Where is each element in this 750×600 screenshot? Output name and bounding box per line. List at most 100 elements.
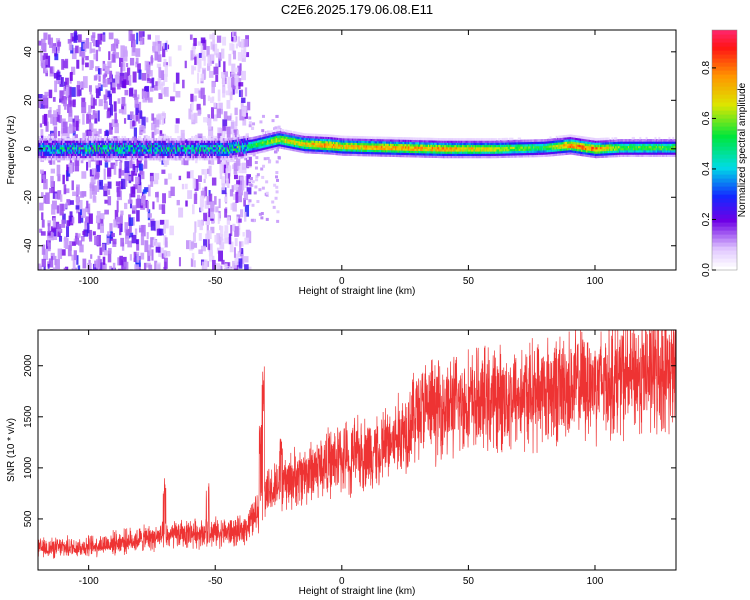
noise-cell <box>107 231 110 237</box>
ridge-cell <box>408 146 411 149</box>
ridge-cell <box>194 149 197 152</box>
ridge-cell <box>386 138 389 142</box>
ridge-cell <box>382 141 385 144</box>
ridge-cell <box>292 133 295 136</box>
ridge-cell <box>224 151 227 154</box>
noise-cell <box>106 238 110 245</box>
ridge-cell <box>483 153 486 157</box>
ridge-cell <box>463 140 466 143</box>
ridge-cell <box>397 150 400 153</box>
ridge-cell <box>450 142 453 146</box>
ridge-cell <box>422 152 425 156</box>
ridge-cell <box>362 142 365 146</box>
ridge-cell <box>357 146 359 150</box>
noise-cell <box>115 71 120 80</box>
ridge-cell <box>357 149 359 152</box>
ridge-cell <box>472 138 475 141</box>
ridge-cell <box>363 140 366 144</box>
noise-cell <box>54 193 58 200</box>
ridge-cell <box>202 138 205 141</box>
ridge-cell <box>140 155 143 159</box>
ridge-cell <box>156 151 159 154</box>
noise-cell <box>155 192 159 198</box>
ridge-cell <box>419 150 422 154</box>
ridge-cell <box>522 154 525 158</box>
ridge-cell <box>473 138 476 141</box>
noise-cell <box>238 82 244 87</box>
ridge-cell <box>298 147 301 151</box>
noise-cell <box>103 101 108 110</box>
ridge-cell <box>264 136 267 139</box>
ridge-cell <box>250 139 253 142</box>
ridge-cell <box>241 155 244 159</box>
ridge-cell <box>51 157 54 161</box>
ridge-cell <box>243 144 246 148</box>
noise-cell <box>221 176 226 186</box>
ridge-cell <box>234 148 237 151</box>
ridge-cell <box>406 145 409 149</box>
ridge-cell <box>413 154 416 158</box>
ridge-cell <box>360 140 363 144</box>
noise-cell <box>235 43 238 49</box>
ridge-cell <box>62 144 65 148</box>
noise-cell <box>118 168 122 179</box>
ridge-cell <box>438 148 441 152</box>
ridge-cell <box>303 144 306 147</box>
ridge-cell <box>278 132 281 136</box>
ridge-cell <box>134 138 137 141</box>
ridge-cell <box>94 149 97 152</box>
ridge-cell <box>297 134 300 137</box>
ridge-cell <box>203 138 206 141</box>
ridge-cell <box>459 144 462 148</box>
ridge-cell <box>38 135 40 139</box>
ridge-cell <box>431 142 434 145</box>
noise-cell <box>232 31 235 38</box>
ridge-cell <box>479 146 482 150</box>
noise-cell <box>62 174 65 185</box>
ridge-cell <box>229 153 232 156</box>
ridge-cell <box>440 144 443 148</box>
ridge-cell <box>412 139 415 143</box>
ridge-cell <box>413 141 416 145</box>
ridge-cell <box>106 153 109 157</box>
noise-cell <box>98 218 102 225</box>
ridge-cell <box>351 146 354 150</box>
ridge-cell <box>226 151 229 154</box>
ridge-cell <box>229 155 232 159</box>
ridge-cell <box>359 136 362 139</box>
ridge-cell <box>216 140 219 143</box>
ridge-cell <box>381 141 384 144</box>
ridge-cell <box>256 148 259 152</box>
ridge-cell <box>224 149 227 152</box>
ridge-cell <box>377 149 380 153</box>
ridge-cell <box>484 140 487 143</box>
noise-cell <box>146 117 149 123</box>
noise-cell <box>242 162 247 170</box>
sparse-cell <box>275 148 279 152</box>
ridge-cell <box>300 139 303 142</box>
ridge-cell <box>258 135 261 139</box>
ridge-cell <box>274 146 277 150</box>
noise-cell <box>130 33 136 41</box>
ridge-cell <box>370 153 373 157</box>
ridge-cell <box>511 152 514 156</box>
ridge-cell <box>329 147 332 151</box>
ridge-cell <box>501 140 504 143</box>
ridge-cell <box>221 140 224 143</box>
noise-cell <box>237 251 242 258</box>
ridge-cell <box>446 155 449 159</box>
ridge-cell <box>477 149 480 152</box>
ridge-cell <box>362 151 365 155</box>
ridge-cell <box>322 136 325 139</box>
ridge-cell <box>246 135 249 139</box>
ridge-cell <box>51 149 54 152</box>
ridge-cell <box>154 146 157 150</box>
ridge-cell <box>275 135 278 139</box>
ridge-cell <box>289 143 292 147</box>
ridge-cell <box>497 146 500 150</box>
ridge-cell <box>412 148 415 151</box>
ridge-cell <box>243 146 246 150</box>
ridge-cell <box>372 145 375 148</box>
ridge-cell <box>200 142 203 146</box>
noise-cell <box>187 190 193 199</box>
